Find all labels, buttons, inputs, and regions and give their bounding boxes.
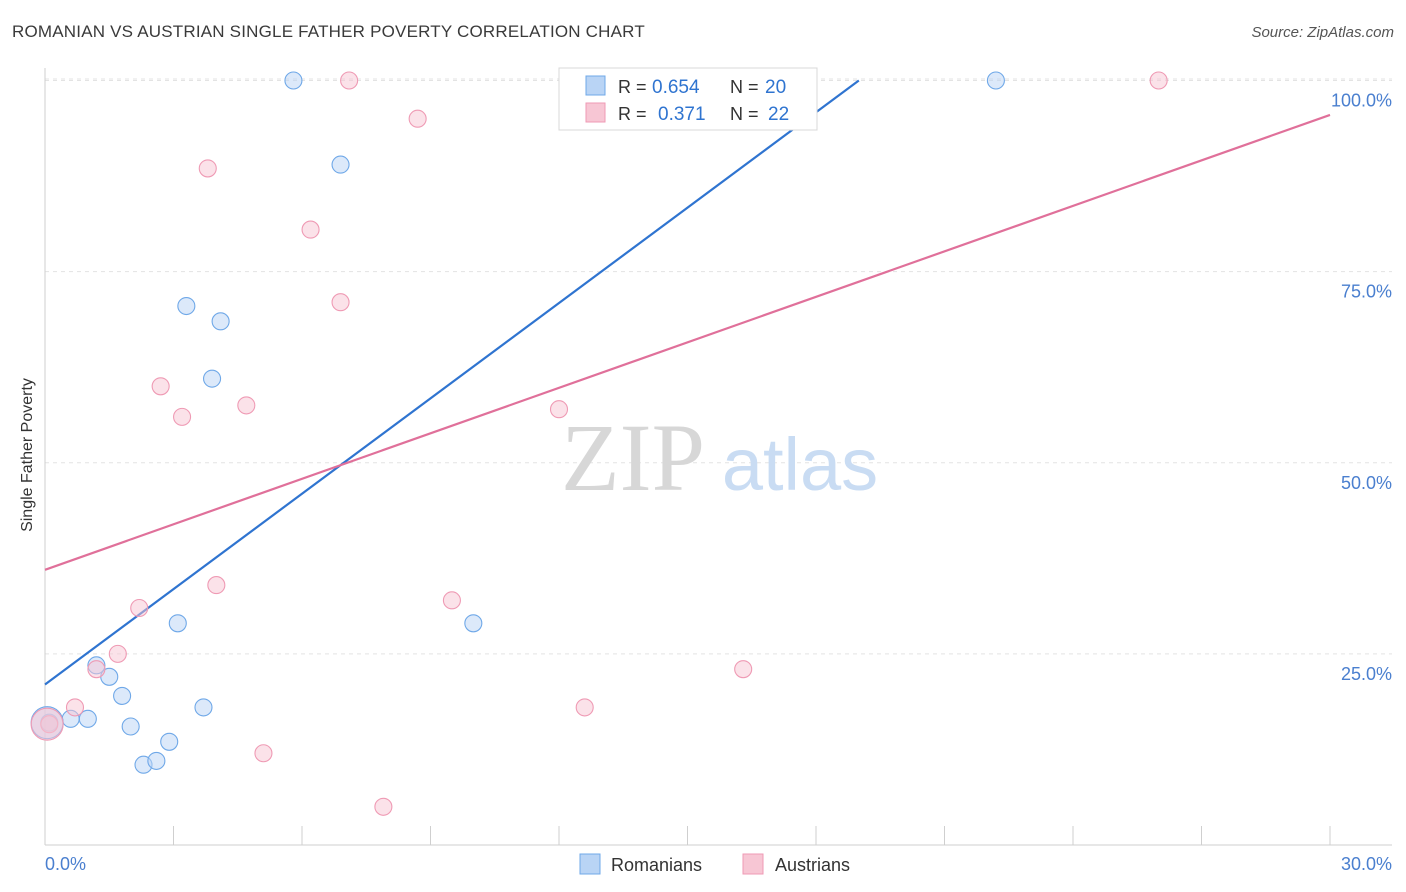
point-romanians [160, 732, 179, 751]
point-romanians [113, 686, 132, 705]
trend-lines [44, 79, 1331, 686]
x-tick-label-max: 30.0% [1341, 854, 1392, 874]
point-austrians [65, 698, 85, 717]
austrians-n-label: N = [730, 104, 759, 124]
trend-line-romanians [44, 79, 860, 686]
legend-austrians-swatch [742, 853, 764, 875]
point-austrians [108, 644, 127, 663]
point-austrians [549, 400, 569, 419]
point-romanians [464, 614, 483, 633]
watermark-zip: ZIP [561, 404, 705, 511]
chart-title: ROMANIAN VS AUSTRIAN SINGLE FATHER POVER… [12, 22, 645, 41]
y-tick-label-75: 75.0% [1341, 282, 1392, 302]
point-austrians [87, 660, 106, 679]
point-romanians [331, 155, 350, 174]
point-romanians [168, 614, 187, 633]
point-romanians [147, 751, 166, 770]
point-austrians [340, 71, 359, 90]
y-tick-label-25: 25.0% [1341, 664, 1392, 684]
austrians-swatch [585, 102, 606, 123]
y-tick-label-50: 50.0% [1341, 473, 1392, 493]
point-austrians [151, 377, 170, 396]
legend-romanians-swatch [579, 853, 601, 875]
y-tick-label-100: 100.0% [1331, 91, 1392, 111]
legend-austrians-label: Austrians [775, 855, 850, 875]
point-romanians [177, 296, 196, 316]
romanians-r-value: 0.654 [652, 77, 700, 98]
point-romanians [121, 717, 140, 736]
austrians-n-value: 22 [768, 104, 789, 125]
legend-romanians-label: Romanians [611, 855, 702, 875]
data-points [30, 71, 1168, 816]
point-austrians [254, 744, 273, 763]
source-note: Source: ZipAtlas.com [1251, 24, 1394, 41]
point-austrians [331, 293, 350, 312]
romanians-r-label: R = [618, 77, 647, 97]
romanians-swatch [585, 75, 606, 96]
point-austrians [1149, 71, 1168, 90]
point-austrians [374, 797, 393, 816]
point-austrians [575, 698, 594, 717]
point-romanians [194, 698, 213, 717]
point-austrians [408, 109, 427, 128]
austrians-r-value: 0.371 [658, 104, 706, 125]
austrians-r-label: R = [618, 104, 647, 124]
point-austrians [442, 591, 461, 610]
point-romanians [986, 71, 1005, 90]
watermark: ZIP atlas [561, 404, 878, 511]
x-tick-label-min: 0.0% [45, 854, 86, 874]
y-axis-label: Single Father Poverty [19, 378, 36, 532]
point-austrians [734, 660, 753, 679]
point-austrians [237, 396, 256, 415]
series-legend: Romanians Austrians [579, 853, 850, 875]
point-romanians [203, 369, 222, 388]
watermark-atlas: atlas [722, 423, 878, 506]
point-austrians [198, 159, 217, 178]
point-austrians [30, 707, 64, 741]
point-romanians [78, 709, 97, 728]
point-austrians [207, 576, 226, 595]
romanians-n-label: N = [730, 77, 759, 97]
point-austrians [130, 598, 149, 618]
tick-labels: 25.0% 50.0% 75.0% 100.0% 0.0% 30.0% [45, 91, 1392, 875]
point-austrians [173, 407, 192, 426]
romanians-n-value: 20 [765, 77, 786, 98]
point-romanians [284, 71, 303, 90]
stats-legend: R = 0.654 N = 20 R = 0.371 N = 22 [558, 67, 818, 131]
point-romanians [211, 312, 230, 331]
point-austrians [301, 220, 320, 239]
trend-line-austrians [44, 113, 1331, 571]
